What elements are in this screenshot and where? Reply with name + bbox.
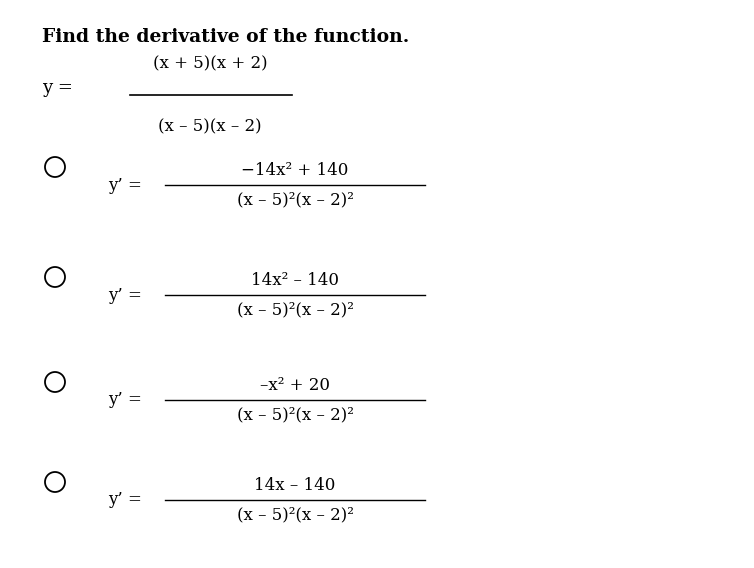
Text: y =: y = <box>42 79 73 97</box>
Text: 14x² – 140: 14x² – 140 <box>251 272 339 289</box>
Text: (x – 5)²(x – 2)²: (x – 5)²(x – 2)² <box>237 301 354 318</box>
Text: –x² + 20: –x² + 20 <box>260 377 330 394</box>
Text: y’ =: y’ = <box>108 177 142 194</box>
Text: (x – 5)(x – 2): (x – 5)(x – 2) <box>158 118 262 135</box>
Text: y’ =: y’ = <box>108 491 142 508</box>
Text: (x – 5)²(x – 2)²: (x – 5)²(x – 2)² <box>237 506 354 523</box>
Text: Find the derivative of the function.: Find the derivative of the function. <box>42 28 409 46</box>
Text: y’ =: y’ = <box>108 286 142 303</box>
Text: (x + 5)(x + 2): (x + 5)(x + 2) <box>153 55 268 72</box>
Text: −14x² + 140: −14x² + 140 <box>241 162 348 179</box>
Text: (x – 5)²(x – 2)²: (x – 5)²(x – 2)² <box>237 406 354 423</box>
Text: y’ =: y’ = <box>108 391 142 408</box>
Text: (x – 5)²(x – 2)²: (x – 5)²(x – 2)² <box>237 191 354 208</box>
Text: 14x – 140: 14x – 140 <box>254 477 336 494</box>
